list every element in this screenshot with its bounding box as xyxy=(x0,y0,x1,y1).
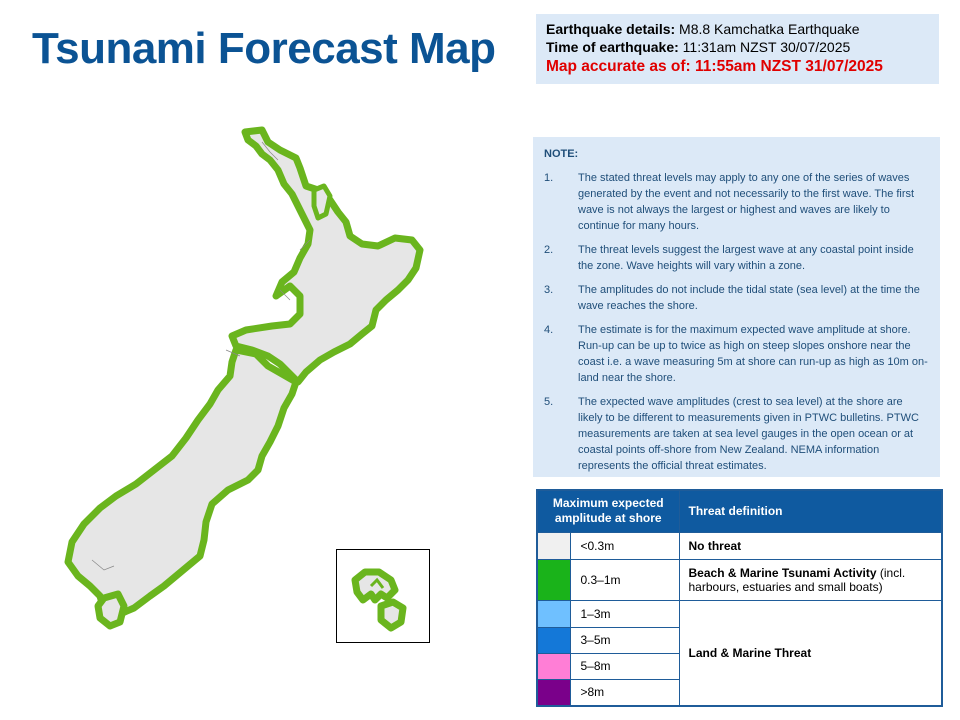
threat-legend-table: Maximum expected amplitude at shore Thre… xyxy=(536,489,943,707)
note-item: 3. The amplitudes do not include the tida… xyxy=(544,282,930,314)
note-number: 3. xyxy=(544,284,554,296)
accuracy-timestamp: Map accurate as of: 11:55am NZST 31/07/2… xyxy=(546,58,883,75)
legend-amplitude: 3–5m xyxy=(569,626,680,654)
legend-amplitude: <0.3m xyxy=(569,531,680,560)
note-item: 4. The estimate is for the maximum expect… xyxy=(544,322,930,386)
beach-marine-detail: (incl. harbours, estuaries and small boa… xyxy=(688,565,906,594)
legend-definition: No threat xyxy=(678,531,943,560)
beach-marine-label: Beach & Marine Tsunami Activity xyxy=(688,565,877,580)
note-number: 1. xyxy=(544,172,554,184)
chatham-islands-map xyxy=(351,568,407,632)
notes-list: 1. The stated threat levels may apply to … xyxy=(544,170,930,474)
note-number: 5. xyxy=(544,396,554,408)
note-item: 5. The expected wave amplitudes (crest to… xyxy=(544,394,930,474)
legend-row: 3–5m xyxy=(536,626,942,654)
note-text: The threat levels suggest the largest wa… xyxy=(578,244,914,272)
stewart-island xyxy=(94,590,128,630)
threat-column-header: Threat definition xyxy=(678,489,943,533)
south-island xyxy=(64,346,300,618)
legend-row: 1–3m Land & Marine Threat xyxy=(536,599,943,707)
notes-panel: NOTE: 1. The stated threat levels may app… xyxy=(533,137,940,477)
no-threat-label: No threat xyxy=(688,538,742,553)
legend-definition: Land & Marine Threat xyxy=(678,599,943,707)
note-text: The estimate is for the maximum expected… xyxy=(578,324,928,384)
note-number: 4. xyxy=(544,324,554,336)
note-item: 1. The stated threat levels may apply to … xyxy=(544,170,930,234)
legend-swatch xyxy=(536,558,571,601)
legend-amplitude: 0.3–1m xyxy=(569,558,680,601)
note-item: 2. The threat levels suggest the largest … xyxy=(544,242,930,274)
chatham-islands-inset xyxy=(336,549,430,643)
legend-row: <0.3m No threat xyxy=(536,531,943,560)
note-text: The expected wave amplitudes (crest to s… xyxy=(578,396,919,472)
nz-map xyxy=(64,126,424,630)
amplitude-column-header: Maximum expected amplitude at shore xyxy=(536,489,680,533)
note-number: 2. xyxy=(544,244,554,256)
note-text: The stated threat levels may apply to an… xyxy=(578,172,915,232)
time-value: 11:31am NZST 30/07/2025 xyxy=(682,39,851,55)
legend-amplitude: >8m xyxy=(569,678,680,707)
note-title: NOTE: xyxy=(544,148,579,160)
great-barrier-island xyxy=(311,183,333,221)
eq-label: Earthquake details: xyxy=(546,21,676,37)
time-label: Time of earthquake: xyxy=(546,39,679,55)
chatham-main-island xyxy=(351,568,399,604)
legend-row: >8m xyxy=(536,678,942,707)
pitt-island xyxy=(377,598,407,632)
legend-row: 5–8m xyxy=(536,652,942,680)
legend-row: 0.3–1m Beach & Marine Tsunami Activity (… xyxy=(536,558,943,601)
coast-detail xyxy=(91,141,311,571)
legend-swatch xyxy=(536,531,571,560)
legend-swatch xyxy=(536,626,571,654)
legend-swatch xyxy=(536,652,571,680)
legend-amplitude: 1–3m xyxy=(569,599,680,628)
note-text: The amplitudes do not include the tidal … xyxy=(578,284,920,312)
land-marine-label: Land & Marine Threat xyxy=(688,645,812,660)
legend-swatch xyxy=(536,599,571,628)
eq-value: M8.8 Kamchatka Earthquake xyxy=(679,21,860,37)
page-title: Tsunami Forecast Map xyxy=(32,24,496,73)
legend-amplitude: 5–8m xyxy=(569,652,680,680)
earthquake-details-panel: Earthquake details: M8.8 Kamchatka Earth… xyxy=(536,14,939,84)
north-island xyxy=(228,126,424,386)
legend-definition: Beach & Marine Tsunami Activity (incl. h… xyxy=(678,558,943,601)
legend-swatch xyxy=(536,678,571,707)
